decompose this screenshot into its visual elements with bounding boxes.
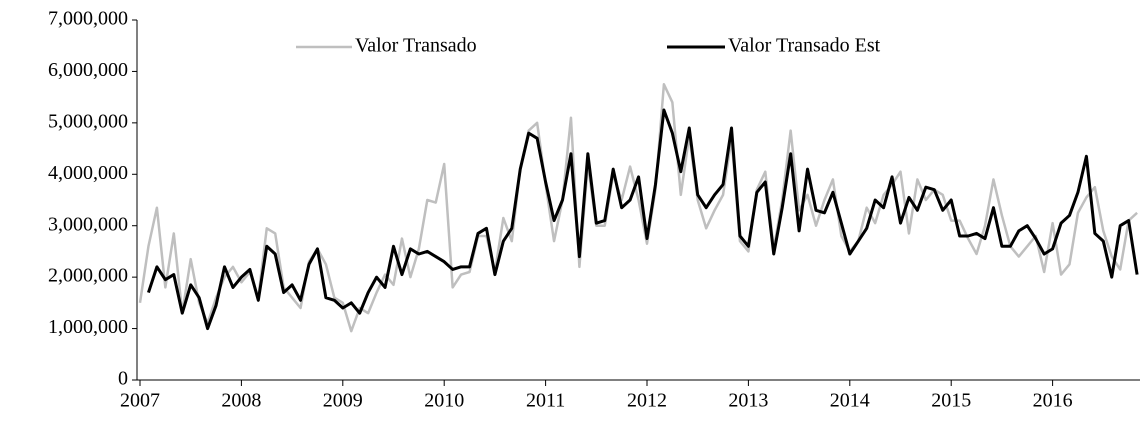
y-tick-label: 4,000,000: [48, 162, 128, 184]
x-tick-label: 2013: [728, 390, 768, 412]
y-tick-label: 6,000,000: [48, 59, 128, 81]
legend-label: Valor Transado: [355, 35, 477, 57]
x-tick-label: 2016: [1033, 390, 1073, 412]
x-tick-label: 2011: [526, 390, 565, 412]
y-tick-label: 3,000,000: [48, 213, 128, 235]
x-tick-label: 2014: [830, 390, 870, 412]
x-tick-label: 2010: [424, 390, 464, 412]
x-tick-label: 2009: [323, 390, 363, 412]
x-tick-label: 2012: [627, 390, 667, 412]
series-line: [138, 83, 1138, 333]
x-tick-label: 2007: [120, 390, 160, 412]
series-line: [147, 108, 1139, 331]
y-tick-label: 0: [118, 368, 128, 390]
y-tick-label: 7,000,000: [48, 8, 128, 30]
y-tick-label: 2,000,000: [48, 265, 128, 287]
y-tick-label: 5,000,000: [48, 110, 128, 132]
x-tick-label: 2015: [931, 390, 971, 412]
legend-label: Valor Transado Est: [728, 35, 881, 57]
y-tick-label: 1,000,000: [48, 316, 128, 338]
x-tick-label: 2008: [221, 390, 261, 412]
